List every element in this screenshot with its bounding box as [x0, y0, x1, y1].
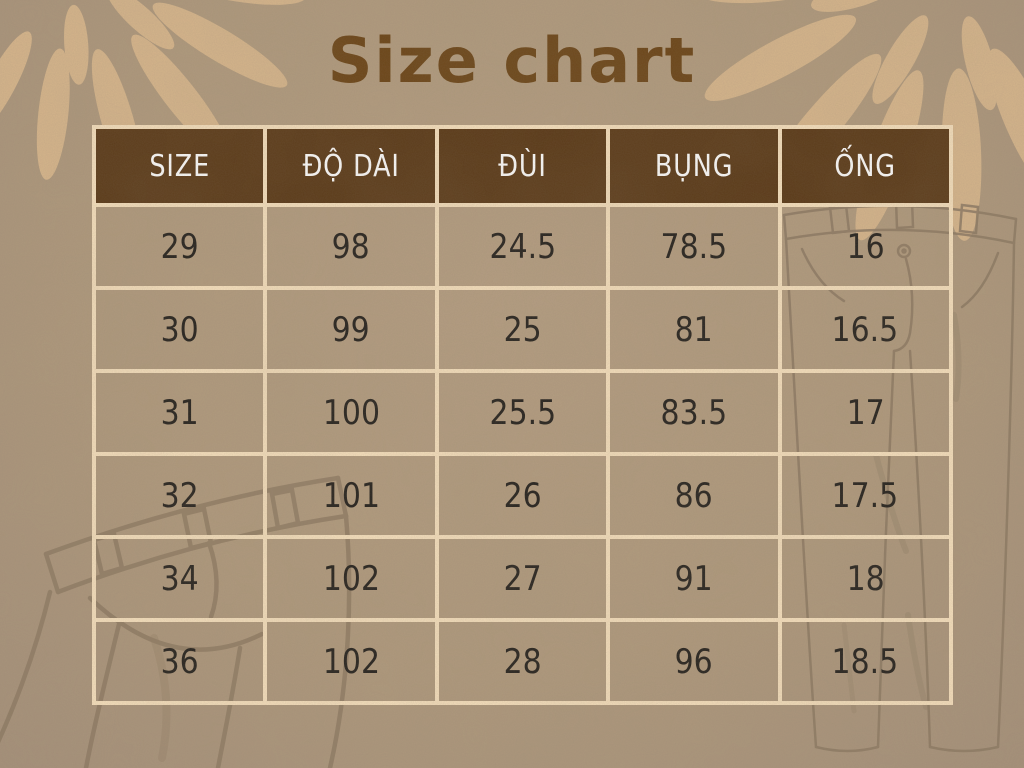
cell-value: 34	[160, 558, 199, 599]
size-table: SIZE ĐỘ DÀI ĐÙI BỤNG ỐNG 29 98 24.5 78.5…	[91, 125, 954, 705]
header-label: ĐỘ DÀI	[302, 148, 400, 184]
cell-value: 26	[503, 475, 542, 516]
table-cell: 31	[91, 369, 268, 456]
cell-value: 25.5	[489, 392, 556, 433]
table-cell: 25.5	[434, 369, 611, 456]
table-cell: 86	[606, 452, 782, 539]
cell-value: 98	[332, 226, 371, 267]
table-cell: 101	[263, 452, 439, 539]
table-cell: 28	[434, 618, 611, 705]
cell-value: 16.5	[831, 309, 899, 350]
table-cell: 30	[91, 286, 268, 373]
cell-value: 81	[674, 309, 713, 350]
table-cell: 27	[434, 535, 611, 622]
cell-value: 78.5	[660, 226, 728, 267]
header-label: ỐNG	[834, 148, 897, 184]
page-title: Size chart	[327, 24, 697, 97]
table-cell: 24.5	[434, 203, 611, 290]
cell-value: 16	[846, 226, 885, 267]
table-cell: 100	[263, 369, 439, 456]
table-row: 31 100 25.5 83.5 17	[91, 369, 954, 456]
table-cell: 83.5	[606, 369, 782, 456]
cell-value: 36	[160, 641, 199, 682]
table-row: 29 98 24.5 78.5 16	[91, 203, 954, 290]
header-label: SIZE	[149, 148, 211, 184]
cell-value: 91	[674, 558, 713, 599]
cell-value: 17	[846, 392, 885, 433]
cell-value: 102	[322, 558, 380, 599]
cell-value: 30	[160, 309, 199, 350]
cell-value: 29	[160, 226, 199, 267]
cell-value: 101	[322, 475, 380, 516]
table-cell: 78.5	[606, 203, 782, 290]
header-cell-ong: ỐNG	[777, 125, 954, 207]
table-cell: 34	[91, 535, 268, 622]
table-cell: 96	[606, 618, 782, 705]
table-row: 34 102 27 91 18	[91, 535, 954, 622]
table-cell: 18	[777, 535, 954, 622]
table-cell: 29	[91, 203, 268, 290]
cell-value: 18	[846, 558, 885, 599]
table-cell: 18.5	[777, 618, 954, 705]
table-cell: 99	[263, 286, 439, 373]
table-cell: 16	[777, 203, 954, 290]
cell-value: 18.5	[831, 641, 899, 682]
cell-value: 32	[160, 475, 199, 516]
header-cell-do-dai: ĐỘ DÀI	[263, 125, 439, 207]
header-label: ĐÙI	[498, 148, 547, 184]
cell-value: 17.5	[831, 475, 899, 516]
cell-value: 96	[674, 641, 713, 682]
cell-value: 27	[503, 558, 542, 599]
table-row: 32 101 26 86 17.5	[91, 452, 954, 539]
cell-value: 24.5	[489, 226, 556, 267]
table-cell: 32	[91, 452, 268, 539]
table-cell: 16.5	[777, 286, 954, 373]
table-cell: 25	[434, 286, 611, 373]
table-cell: 17	[777, 369, 954, 456]
cell-value: 31	[160, 392, 199, 433]
cell-value: 28	[503, 641, 542, 682]
header-cell-bung: BỤNG	[606, 125, 782, 207]
table-cell: 91	[606, 535, 782, 622]
table-cell: 26	[434, 452, 611, 539]
table-cell: 98	[263, 203, 439, 290]
table-cell: 102	[263, 618, 439, 705]
table-cell: 102	[263, 535, 439, 622]
header-label: BỤNG	[654, 148, 734, 184]
table-row: 36 102 28 96 18.5	[91, 618, 954, 705]
table-cell: 81	[606, 286, 782, 373]
table-header-row: SIZE ĐỘ DÀI ĐÙI BỤNG ỐNG	[91, 125, 954, 207]
header-cell-dui: ĐÙI	[434, 125, 611, 207]
table-cell: 36	[91, 618, 268, 705]
header-cell-size: SIZE	[91, 125, 268, 207]
cell-value: 83.5	[660, 392, 728, 433]
cell-value: 25	[503, 309, 542, 350]
cell-value: 100	[322, 392, 380, 433]
table-cell: 17.5	[777, 452, 954, 539]
table-row: 30 99 25 81 16.5	[91, 286, 954, 373]
cell-value: 99	[332, 309, 371, 350]
cell-value: 102	[322, 641, 380, 682]
cell-value: 86	[674, 475, 713, 516]
